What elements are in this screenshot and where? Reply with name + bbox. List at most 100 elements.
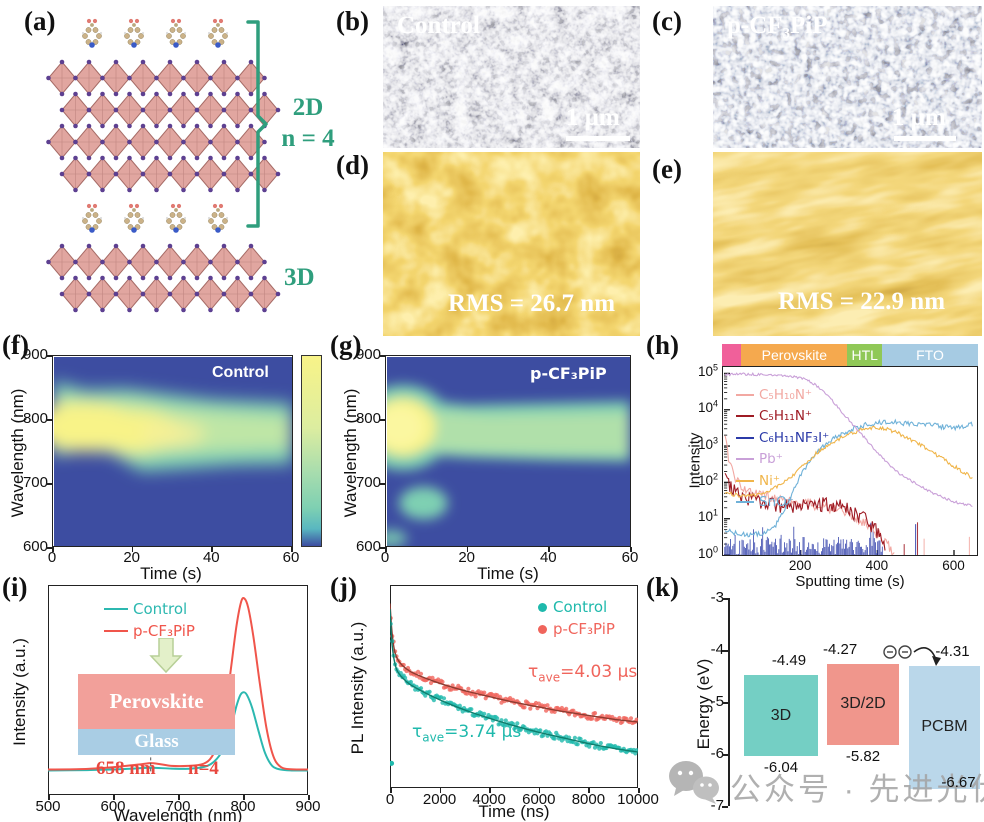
layer-segment-fto: FTO [881, 344, 978, 366]
h-y-tick: 102 [697, 471, 718, 488]
f-x-tick: 0 [47, 549, 57, 566]
afm-image-control [383, 152, 640, 336]
tick-mark [211, 547, 213, 552]
trpl-chart [390, 603, 638, 766]
legend-dot-control [538, 602, 547, 612]
f-x-tick: 20 [123, 549, 141, 566]
g-y-tick: 900 [355, 346, 381, 363]
scale-bar-label-c: 1 μm [892, 104, 946, 131]
scale-bar-b [566, 136, 630, 141]
3d-label: 3D [284, 264, 315, 291]
note-n4: n=4 [188, 758, 219, 779]
i-y-axis-title: Intensity (a.u.) [10, 638, 29, 746]
trpl-frame [390, 585, 638, 788]
panel-d-label: (d) [336, 150, 369, 180]
trpl-legend: Control p-CF₃PiP [538, 596, 615, 640]
tick-mark [379, 483, 385, 485]
k-y-tick: -3 [710, 589, 724, 606]
f-y-tick: 600 [22, 538, 48, 555]
scale-bar-c [894, 136, 956, 141]
h-y-tick: 104 [697, 398, 718, 416]
rms-label-control: RMS = 26.7 nm [448, 290, 616, 317]
heatmap-control-title: Control [212, 364, 269, 381]
layer-segment [722, 344, 742, 366]
legend-swatch [736, 393, 754, 396]
f-y-axis-title: Wavelength (nm) [8, 388, 27, 518]
energy-top-value: -4.27 [823, 641, 858, 659]
legend-swatch [736, 501, 754, 504]
note-658nm: 658 nm [96, 758, 156, 779]
tick-mark [390, 788, 392, 793]
sims-legend-row: C₆H₁₁NF₃I⁺ [736, 427, 829, 449]
crystal-structure-illustration [46, 18, 281, 313]
tick-mark [638, 788, 640, 793]
sem-pcf3pip-title: p-CF₃PiP [727, 12, 828, 39]
tick-mark [588, 788, 590, 793]
sims-legend: C₅H₁₀N⁺ C₅H₁₁N⁺ C₆H₁₁NF₃I⁺ Pb⁺ Ni⁺ SnO⁺ [736, 384, 829, 513]
tick-mark [178, 795, 180, 800]
tick-mark [466, 547, 469, 552]
colorbar [301, 355, 322, 547]
heatmap-control [53, 356, 292, 546]
i-x-tick: 600 [100, 798, 126, 815]
energy-bottom-value: -6.67 [941, 773, 976, 791]
tick-mark [46, 355, 52, 357]
legend-swatch [736, 436, 754, 439]
sims-legend-row: C₅H₁₀N⁺ [736, 384, 829, 406]
g-y-tick: 700 [355, 474, 381, 491]
f-x-tick: 60 [282, 549, 300, 566]
sims-chart [723, 371, 973, 555]
j-x-tick: 10000 [617, 791, 659, 808]
panel-a-label: (a) [24, 6, 56, 36]
h-x-axis-title: Sputting time (s) [795, 573, 905, 590]
g-y-axis-title: Wavelength (nm) [341, 388, 360, 518]
legend-label-control-j: Control [553, 598, 608, 616]
sims-legend-row: Ni⁺ [736, 470, 829, 492]
afm-image-pcf3pip [713, 152, 982, 336]
k-y-axis [728, 598, 730, 806]
k-y-tick: -6 [710, 745, 724, 762]
h-x-tick: 600 [942, 558, 965, 573]
bracket-2d-label: 2D n = 4 [281, 94, 335, 152]
tick-mark [722, 806, 728, 808]
tick-mark [379, 547, 385, 549]
panel-c-label: (c) [652, 6, 682, 36]
f-x-axis-title: Time (s) [140, 564, 202, 583]
h-y-tick: 103 [697, 435, 718, 452]
g-x-axis-title: Time (s) [477, 564, 539, 583]
g-x-tick: 60 [621, 549, 639, 566]
g-x-tick: 40 [539, 549, 557, 566]
h-x-tick: 200 [788, 558, 812, 573]
energy-bottom-value: -6.04 [763, 759, 799, 777]
tick-mark [722, 598, 728, 600]
h-y-tick: 100 [697, 544, 718, 561]
sem-control-title: Control [397, 12, 480, 39]
h-y-axis-title: Intensity [686, 432, 704, 489]
scale-bar-label-b: 1 μm [566, 104, 620, 131]
tick-mark [379, 419, 385, 421]
sims-frame [722, 366, 978, 556]
pl-legend: Control p-CF₃PiP [104, 598, 195, 642]
legend-label: C₅H₁₁N⁺ [759, 408, 813, 425]
panel-e-label: (e) [652, 154, 682, 184]
inset-glass-layer: Glass [78, 729, 235, 755]
tick-mark [548, 547, 550, 552]
legend-label-pcf3pip-j: p-CF₃PiP [553, 620, 615, 638]
electron-transfer-arrow [883, 645, 941, 666]
f-y-tick: 900 [22, 346, 48, 363]
tick-mark [722, 702, 728, 704]
j-x-tick: 4000 [472, 791, 506, 808]
legend-label: Ni⁺ [759, 472, 780, 489]
tick-mark [722, 650, 728, 652]
j-x-axis-title: Time (ns) [478, 802, 550, 821]
legend-swatch [736, 479, 754, 482]
tick-mark [291, 547, 293, 552]
inset-perovskite-layer: Perovskite [78, 674, 235, 729]
tick-mark [308, 795, 310, 800]
tick-mark [46, 419, 52, 421]
wechat-icon [669, 761, 719, 804]
h-y-tick: 101 [697, 507, 718, 525]
tick-mark [439, 788, 442, 793]
legend-label: Pb⁺ [759, 451, 783, 468]
